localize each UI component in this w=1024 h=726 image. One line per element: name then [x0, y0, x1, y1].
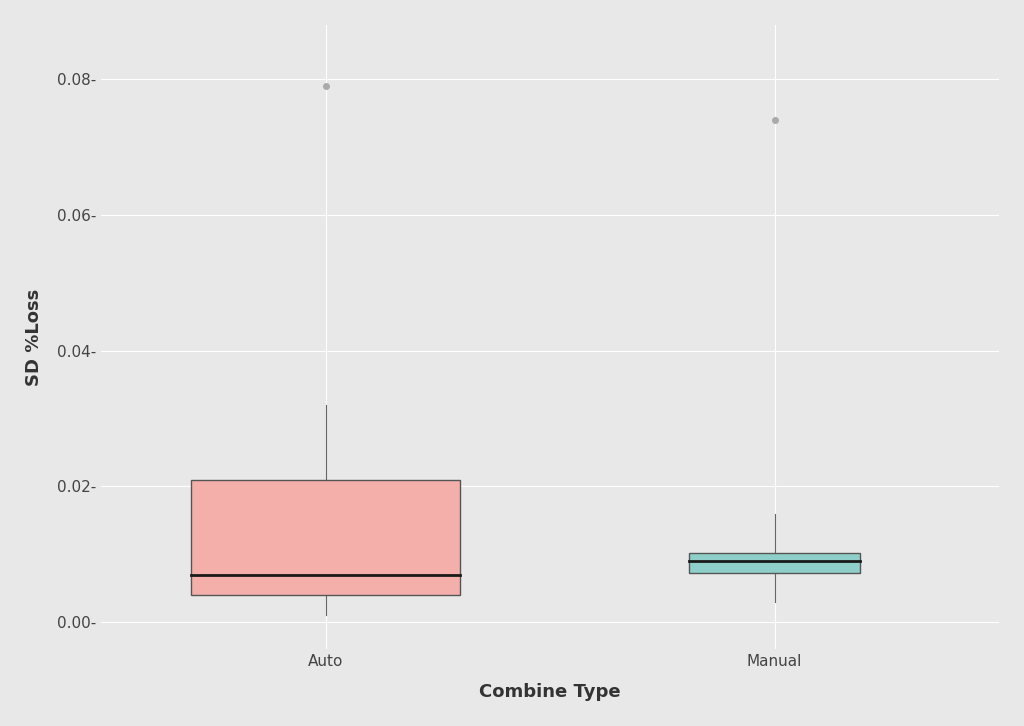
X-axis label: Combine Type: Combine Type: [479, 683, 621, 701]
Y-axis label: SD %Loss: SD %Loss: [25, 288, 43, 386]
Bar: [190, 480, 460, 595]
Bar: [689, 553, 860, 574]
